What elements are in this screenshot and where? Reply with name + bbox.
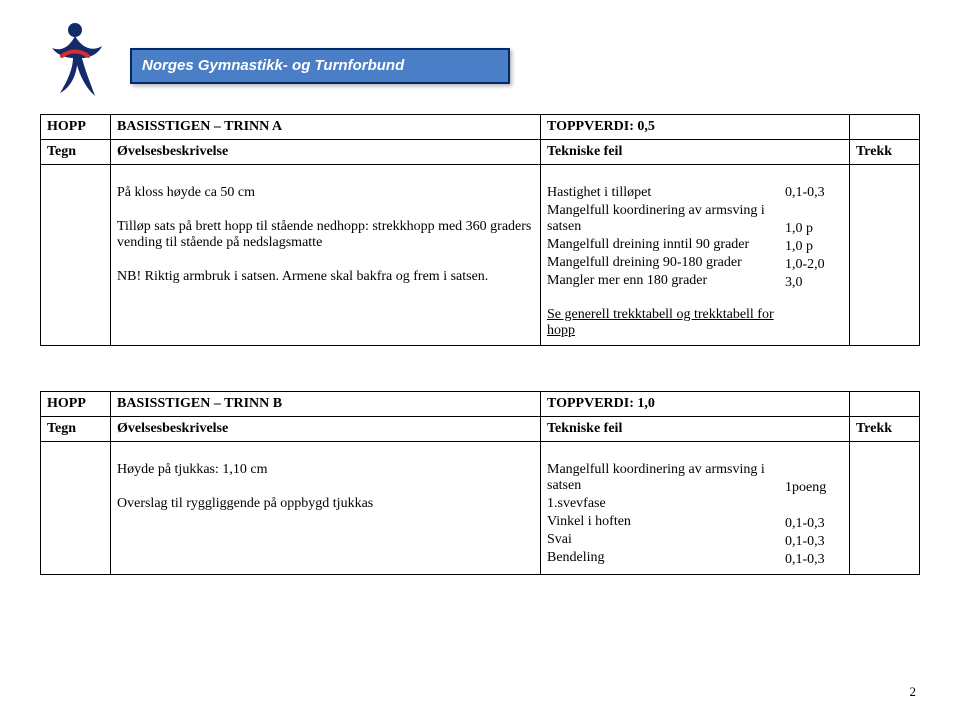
table-a-desc-l1: På kloss høyde ca 50 cm: [117, 185, 534, 201]
table-a-empty-head: [850, 115, 920, 140]
feilB-l4: Svai: [547, 532, 777, 548]
table-a-title: BASISSTIGEN – TRINN A: [111, 115, 541, 140]
table-b-desc-l1: Høyde på tjukkas: 1,10 cm: [117, 462, 534, 478]
table-a-section: HOPP BASISSTIGEN – TRINN A TOPPVERDI: 0,…: [40, 114, 920, 346]
valB-1: 1poeng: [785, 480, 843, 496]
feilA-l3: Mangelfull dreining inntil 90 grader: [547, 237, 777, 253]
feilA-l4: Mangelfull dreining 90-180 grader: [547, 255, 777, 271]
table-a: HOPP BASISSTIGEN – TRINN A TOPPVERDI: 0,…: [40, 114, 920, 346]
table-a-tegn-cell: [41, 165, 111, 346]
feilB-l5: Bendeling: [547, 550, 777, 566]
feilA-l5: Mangler mer enn 180 grader: [547, 273, 777, 289]
table-a-desc-label: Øvelsesbeskrivelse: [111, 140, 541, 165]
table-b-section: HOPP BASISSTIGEN – TRINN B TOPPVERDI: 1,…: [40, 391, 920, 575]
table-b-tegn-label: Tegn: [41, 417, 111, 442]
table-a-hopp-label: HOPP: [41, 115, 111, 140]
table-a-trekk-label: Trekk: [850, 140, 920, 165]
feilA-l2: Mangelfull koordinering av armsving i sa…: [547, 203, 777, 235]
table-b-title: BASISSTIGEN – TRINN B: [111, 392, 541, 417]
table-a-bodyrow: På kloss høyde ca 50 cm Tilløp sats på b…: [41, 165, 920, 346]
header-banner: Norges Gymnastikk- og Turnforbund: [130, 48, 510, 84]
valA-1: 0,1-0,3: [785, 185, 843, 201]
table-a-feil-cell: Hastighet i tilløpet Mangelfull koordine…: [541, 165, 850, 346]
table-b: HOPP BASISSTIGEN – TRINN B TOPPVERDI: 1,…: [40, 391, 920, 575]
federation-logo-icon: [40, 18, 110, 108]
table-b-desc-l2: Overslag til ryggliggende på oppbygd tju…: [117, 496, 534, 512]
page-number: 2: [910, 684, 917, 700]
valA-4: 1,0-2,0: [785, 257, 843, 273]
table-a-feil-label: Tekniske feil: [541, 140, 850, 165]
feilA-l1: Hastighet i tilløpet: [547, 185, 777, 201]
table-a-headrow1: HOPP BASISSTIGEN – TRINN A TOPPVERDI: 0,…: [41, 115, 920, 140]
table-b-tegn-cell: [41, 442, 111, 575]
valB-3: 0,1-0,3: [785, 534, 843, 550]
valA-3: 1,0 p: [785, 239, 843, 255]
table-b-bodyrow: Høyde på tjukkas: 1,10 cm Overslag til r…: [41, 442, 920, 575]
table-b-trekk-cell: [850, 442, 920, 575]
table-a-headrow2: Tegn Øvelsesbeskrivelse Tekniske feil Tr…: [41, 140, 920, 165]
table-b-empty-head: [850, 392, 920, 417]
table-b-desc-cell: Høyde på tjukkas: 1,10 cm Overslag til r…: [111, 442, 541, 575]
table-b-headrow1: HOPP BASISSTIGEN – TRINN B TOPPVERDI: 1,…: [41, 392, 920, 417]
valB-4: 0,1-0,3: [785, 552, 843, 568]
banner-text: Norges Gymnastikk- og Turnforbund: [142, 57, 404, 74]
table-b-feil-label: Tekniske feil: [541, 417, 850, 442]
table-b-feil-cell: Mangelfull koordinering av armsving i sa…: [541, 442, 850, 575]
table-a-trekk-cell: [850, 165, 920, 346]
valA-2: 1,0 p: [785, 221, 843, 237]
table-b-desc-label: Øvelsesbeskrivelse: [111, 417, 541, 442]
feilB-l2: 1.svevfase: [547, 496, 777, 512]
valA-5: 3,0: [785, 275, 843, 291]
table-b-headrow2: Tegn Øvelsesbeskrivelse Tekniske feil Tr…: [41, 417, 920, 442]
table-a-desc-l2: Tilløp sats på brett hopp til stående ne…: [117, 219, 534, 251]
table-a-toppverdi: TOPPVERDI: 0,5: [541, 115, 850, 140]
table-a-desc-cell: På kloss høyde ca 50 cm Tilløp sats på b…: [111, 165, 541, 346]
table-b-hopp-label: HOPP: [41, 392, 111, 417]
feilA-l6: Se generell trekktabell og trekktabell f…: [547, 307, 777, 339]
table-b-trekk-label: Trekk: [850, 417, 920, 442]
feilB-l1: Mangelfull koordinering av armsving i sa…: [547, 462, 777, 494]
table-b-toppverdi: TOPPVERDI: 1,0: [541, 392, 850, 417]
valB-2: 0,1-0,3: [785, 516, 843, 532]
table-a-desc-l3: NB! Riktig armbruk i satsen. Armene skal…: [117, 269, 534, 285]
feilB-l3: Vinkel i hoften: [547, 514, 777, 530]
table-a-tegn-label: Tegn: [41, 140, 111, 165]
